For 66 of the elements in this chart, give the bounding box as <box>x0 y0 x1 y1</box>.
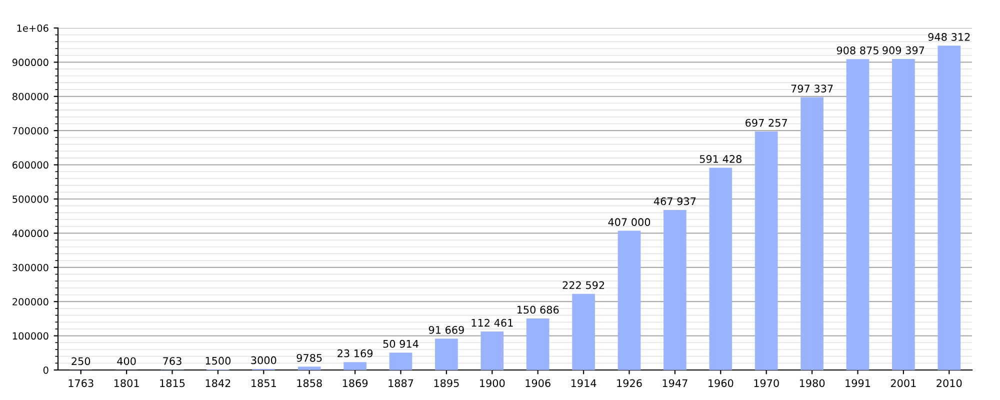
x-tick-label: 1842 <box>206 379 230 388</box>
y-tick-label: 0 <box>43 366 48 374</box>
bar <box>344 362 366 370</box>
bar <box>298 366 321 370</box>
x-tick-label: 2001 <box>890 379 916 388</box>
x-tick-label: 1815 <box>160 379 185 388</box>
y-tick-label: 300000 <box>12 264 48 272</box>
bar <box>800 97 824 370</box>
data-label: 697 257 <box>746 118 787 127</box>
data-label: 222 592 <box>562 281 604 290</box>
x-tick-label: 1851 <box>252 379 276 388</box>
data-label: 3000 <box>251 356 276 364</box>
data-label: 150 686 <box>517 306 559 314</box>
y-tick-label: 200000 <box>12 298 48 306</box>
bar <box>892 58 915 370</box>
y-tick-label: 600000 <box>12 161 48 169</box>
data-label: 112 461 <box>472 318 513 327</box>
x-tick-label: 1970 <box>754 379 779 388</box>
bar <box>938 46 961 370</box>
x-tick-label: 1801 <box>114 379 139 388</box>
bar <box>435 338 458 370</box>
y-tick-label: 1e+06 <box>17 24 48 32</box>
bar <box>754 132 778 370</box>
x-tick-label: 1887 <box>388 379 414 388</box>
bar <box>618 230 641 370</box>
data-label: 908 875 <box>836 46 878 54</box>
data-label: 467 937 <box>654 197 696 206</box>
data-label: 948 312 <box>928 33 970 41</box>
y-tick-label: 100000 <box>12 332 48 340</box>
x-tick-label: 1895 <box>434 379 459 388</box>
bar <box>389 352 412 370</box>
y-tick-label: 900000 <box>12 58 48 66</box>
y-tick-label: 700000 <box>12 127 48 134</box>
x-tick-label: 1869 <box>342 379 368 388</box>
data-label: 91 669 <box>428 326 464 334</box>
bar <box>709 168 732 370</box>
x-tick-label: 1858 <box>297 379 322 388</box>
bar <box>480 332 504 370</box>
data-label: 400 <box>117 357 136 366</box>
x-tick-label: 2010 <box>936 379 962 388</box>
data-label: 407 000 <box>608 218 650 226</box>
data-label: 1500 <box>206 356 231 365</box>
bar <box>526 318 550 370</box>
data-label: 50 914 <box>383 340 418 348</box>
data-label: 763 <box>163 357 182 365</box>
data-label: 591 428 <box>700 155 742 163</box>
bar <box>572 294 595 370</box>
x-tick-label: 1914 <box>571 379 596 388</box>
data-label: 797 337 <box>791 84 833 93</box>
y-tick-label: 400000 <box>12 230 48 238</box>
y-tick-label: 500000 <box>12 195 48 203</box>
data-label: 909 397 <box>882 46 924 54</box>
x-tick-label: 1980 <box>800 379 825 388</box>
x-tick-label: 1947 <box>662 379 688 388</box>
x-tick-label: 1926 <box>617 379 642 388</box>
bar <box>664 210 686 370</box>
bar <box>846 59 870 370</box>
y-tick-label: 800000 <box>12 92 48 100</box>
x-tick-label: 1763 <box>68 379 94 388</box>
x-tick-label: 1900 <box>480 379 505 388</box>
x-tick-label: 1906 <box>526 379 550 388</box>
data-label: 250 <box>72 357 90 366</box>
data-label: 9785 <box>296 354 322 362</box>
x-tick-label: 1991 <box>846 379 870 388</box>
data-label: 23 169 <box>338 349 373 358</box>
x-tick-label: 1960 <box>708 379 734 388</box>
